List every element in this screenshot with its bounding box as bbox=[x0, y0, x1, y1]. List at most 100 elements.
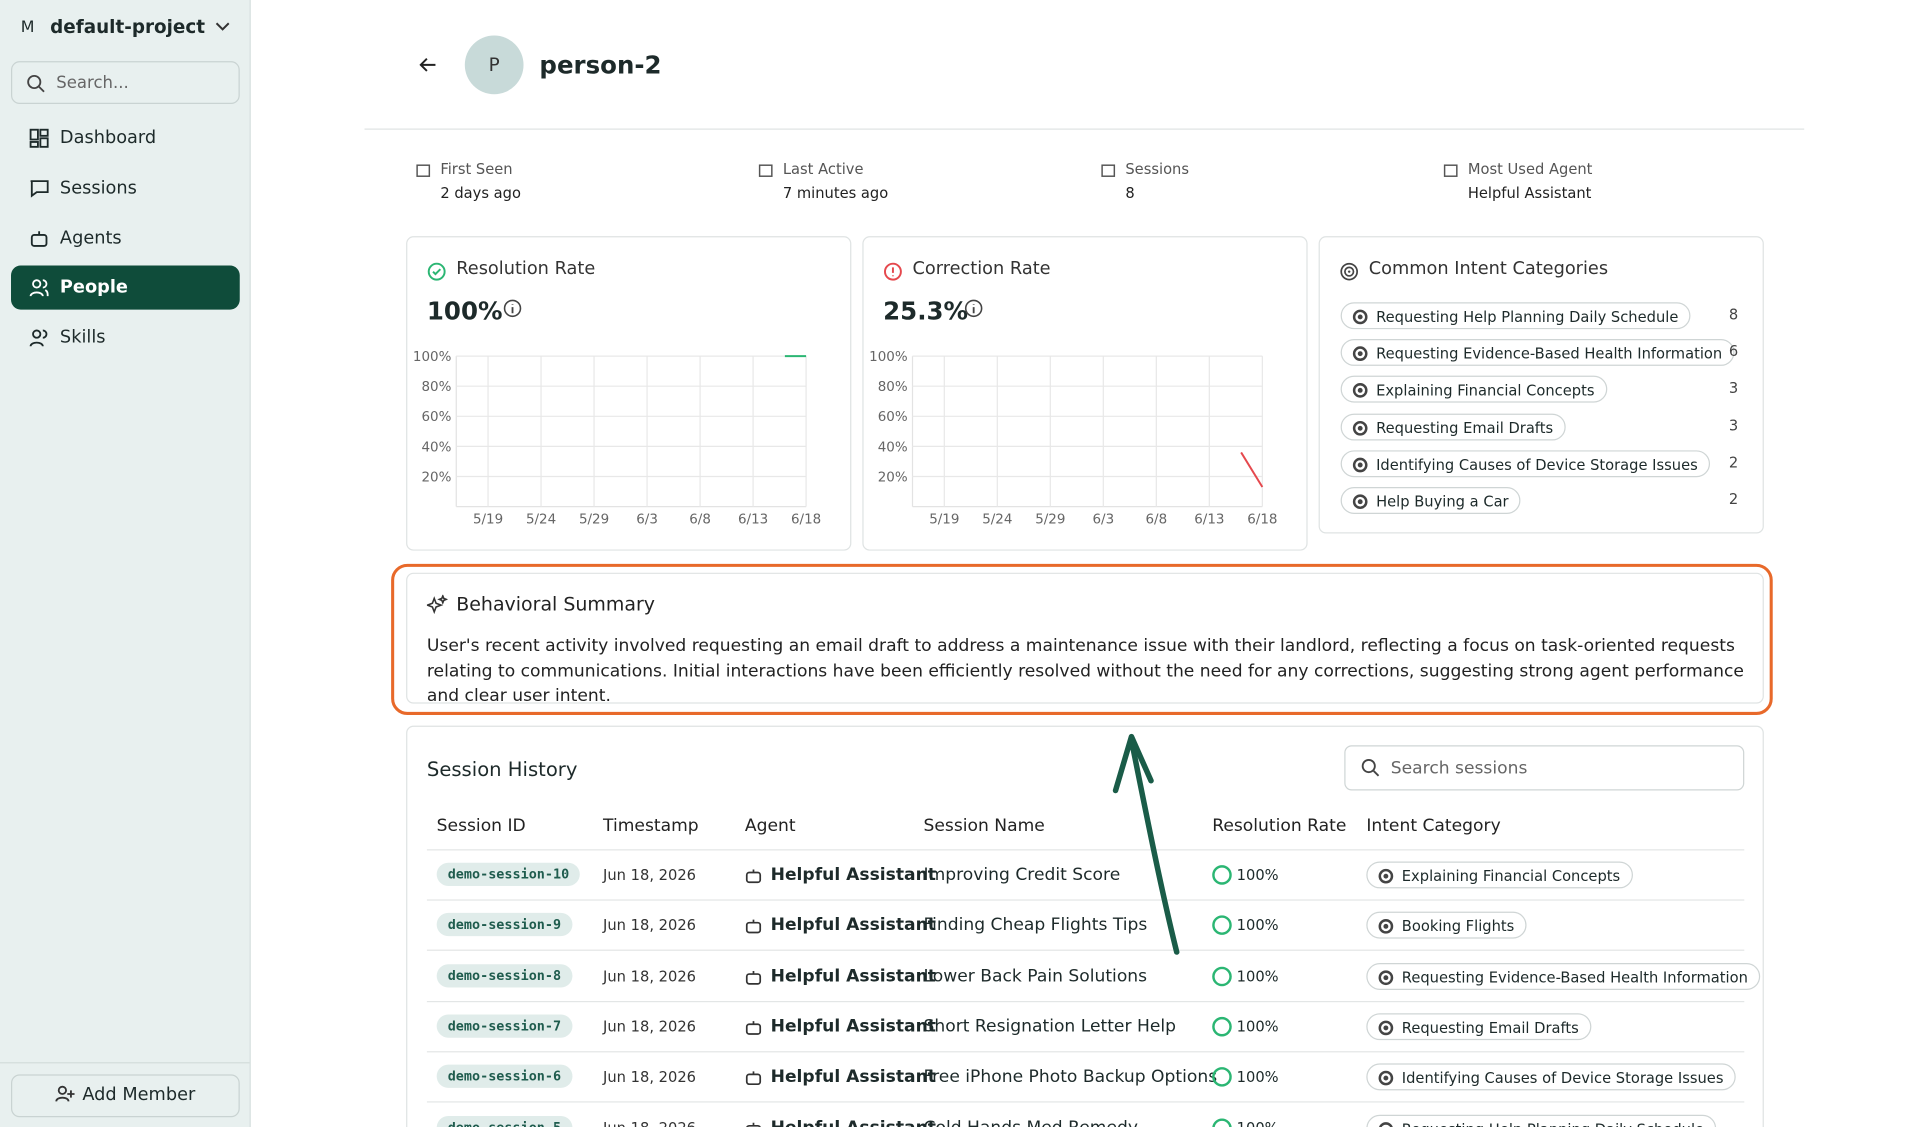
x-tick-label: 5/19 bbox=[929, 513, 959, 528]
info-icon[interactable] bbox=[964, 299, 984, 319]
card-title: Resolution Rate bbox=[456, 259, 596, 280]
x-tick-label: 6/8 bbox=[689, 513, 711, 528]
column-header: Session ID bbox=[436, 816, 526, 836]
nav-item[interactable]: Agents bbox=[11, 217, 240, 261]
nav-item[interactable]: Dashboard bbox=[11, 116, 240, 160]
agent-icon bbox=[745, 1021, 762, 1035]
stat: Most Used Agent Helpful Assistant bbox=[1443, 160, 1592, 202]
resolution: 100% bbox=[1212, 966, 1279, 986]
session-name: Cold Hands Med Remedy bbox=[924, 1118, 1138, 1127]
add-member-button[interactable]: Add Member bbox=[11, 1074, 240, 1118]
agent-name: Helpful Assistant bbox=[770, 915, 936, 936]
resolution-icon bbox=[1212, 1067, 1232, 1087]
agent: Helpful Assistant bbox=[745, 915, 936, 936]
intents-card: Common Intent Categories Requesting Help… bbox=[1318, 236, 1764, 534]
card-title: Common Intent Categories bbox=[1368, 259, 1609, 280]
add-member-label: Add Member bbox=[82, 1085, 196, 1106]
session-id[interactable]: demo-session-10 bbox=[436, 862, 581, 886]
intent-count: 6 bbox=[1728, 342, 1739, 360]
intent-pill: Requesting Evidence-Based Health Informa… bbox=[1366, 962, 1761, 990]
timestamp: Jun 18, 2026 bbox=[603, 916, 697, 935]
avatar: P bbox=[464, 35, 524, 95]
agent-icon bbox=[745, 919, 762, 934]
nav-label: Dashboard bbox=[59, 128, 157, 149]
agent: Helpful Assistant bbox=[745, 1118, 936, 1127]
x-tick-label: 5/29 bbox=[579, 513, 609, 528]
resolution-value: 100% bbox=[1237, 1119, 1279, 1127]
person-name: person-2 bbox=[539, 50, 662, 80]
resolution: 100% bbox=[1212, 865, 1279, 885]
session-name: Short Resignation Letter Help bbox=[923, 1016, 1176, 1037]
agent: Helpful Assistant bbox=[745, 1017, 936, 1036]
search-placeholder: Search sessions bbox=[1390, 758, 1528, 779]
x-tick-label: 6/18 bbox=[791, 513, 821, 528]
y-tick-label: 60% bbox=[878, 410, 908, 425]
session-name: Free iPhone Photo Backup Options bbox=[923, 1067, 1218, 1087]
agent: Helpful Assistant bbox=[745, 966, 936, 986]
stat: First Seen 2 days ago bbox=[416, 160, 521, 202]
data-line bbox=[1240, 451, 1264, 488]
intent-count: 2 bbox=[1728, 453, 1739, 471]
session-id[interactable]: demo-session-7 bbox=[436, 1014, 573, 1038]
search-box[interactable]: Search... bbox=[11, 61, 240, 105]
session-name: Improving Credit Score bbox=[923, 865, 1121, 885]
nav-label: Agents bbox=[59, 228, 122, 249]
intent-pill: Requesting Email Drafts bbox=[1366, 1013, 1592, 1041]
column-header: Agent bbox=[744, 816, 796, 836]
row-divider bbox=[426, 949, 1745, 952]
intent-pill: Identifying Causes of Device Storage Iss… bbox=[1340, 450, 1711, 477]
intent-pill: Explaining Financial Concepts bbox=[1366, 861, 1633, 889]
resolution-value: 100% bbox=[1236, 967, 1279, 985]
nav-item[interactable]: Sessions bbox=[11, 166, 240, 210]
nav-item[interactable]: Skills bbox=[11, 316, 240, 360]
resolution-icon bbox=[1212, 1117, 1232, 1127]
summary-text: User's recent activity involved requesti… bbox=[426, 636, 1744, 707]
agent: Helpful Assistant bbox=[745, 865, 936, 885]
session-search[interactable]: Search sessions bbox=[1344, 745, 1745, 791]
y-tick-label: 60% bbox=[421, 410, 451, 425]
x-tick-label: 6/8 bbox=[1146, 513, 1168, 528]
y-tick-label: 100% bbox=[869, 350, 908, 365]
stat-icon bbox=[758, 164, 773, 177]
session-id[interactable]: demo-session-9 bbox=[436, 913, 573, 937]
y-tick-label: 40% bbox=[878, 440, 908, 455]
session-name: Lower Back Pain Solutions bbox=[923, 966, 1148, 986]
resolution: 100% bbox=[1212, 1067, 1279, 1087]
resolution-card: Resolution Rate 100% 20% 40% 60% 80% 100% 5/1… bbox=[406, 236, 852, 551]
stat-value: 8 bbox=[1125, 184, 1135, 202]
divider bbox=[0, 1062, 250, 1064]
agent-icon bbox=[745, 970, 762, 985]
column-header: Intent Category bbox=[1366, 816, 1501, 836]
row-divider bbox=[426, 899, 1745, 901]
back-button[interactable] bbox=[418, 56, 438, 73]
intent-pill: Requesting Help Planning Daily Schedule bbox=[1366, 1114, 1717, 1127]
nav-item[interactable]: People bbox=[11, 265, 240, 310]
intent-pill: Booking Flights bbox=[1366, 912, 1527, 939]
rate-chart: 20% 40% 60% 80% 100% 5/19 5/24 5/29 6/3 6/8 6/13 6/… bbox=[413, 350, 821, 528]
timestamp: Jun 18, 2026 bbox=[603, 1119, 696, 1127]
stat-icon bbox=[1101, 164, 1116, 177]
row-divider bbox=[426, 1101, 1745, 1103]
stat-value: 7 minutes ago bbox=[782, 184, 889, 202]
session-id[interactable]: demo-session-8 bbox=[436, 963, 573, 988]
sessions-card: Session History Search sessions Session … bbox=[406, 725, 1764, 1127]
chevron[interactable] bbox=[215, 21, 230, 33]
timestamp: Jun 18, 2026 bbox=[603, 866, 697, 884]
card-title: Correction Rate bbox=[912, 259, 1051, 280]
info-icon[interactable] bbox=[503, 299, 523, 319]
metric-value: 100% bbox=[426, 296, 503, 326]
stat-label: Last Active bbox=[782, 160, 864, 178]
x-tick-label: 5/24 bbox=[526, 513, 556, 528]
timestamp: Jun 18, 2026 bbox=[603, 1068, 697, 1086]
session-id[interactable]: demo-session-5 bbox=[436, 1115, 573, 1127]
agent-name: Helpful Assistant bbox=[770, 1067, 936, 1087]
y-tick-label: 80% bbox=[878, 380, 908, 395]
project-switcher[interactable]: default-project bbox=[50, 15, 206, 38]
y-tick-label: 20% bbox=[421, 470, 451, 485]
session-id[interactable]: demo-session-6 bbox=[436, 1064, 573, 1089]
stat-icon bbox=[416, 164, 431, 177]
search-icon bbox=[1361, 758, 1380, 777]
stat-value: Helpful Assistant bbox=[1467, 184, 1592, 202]
